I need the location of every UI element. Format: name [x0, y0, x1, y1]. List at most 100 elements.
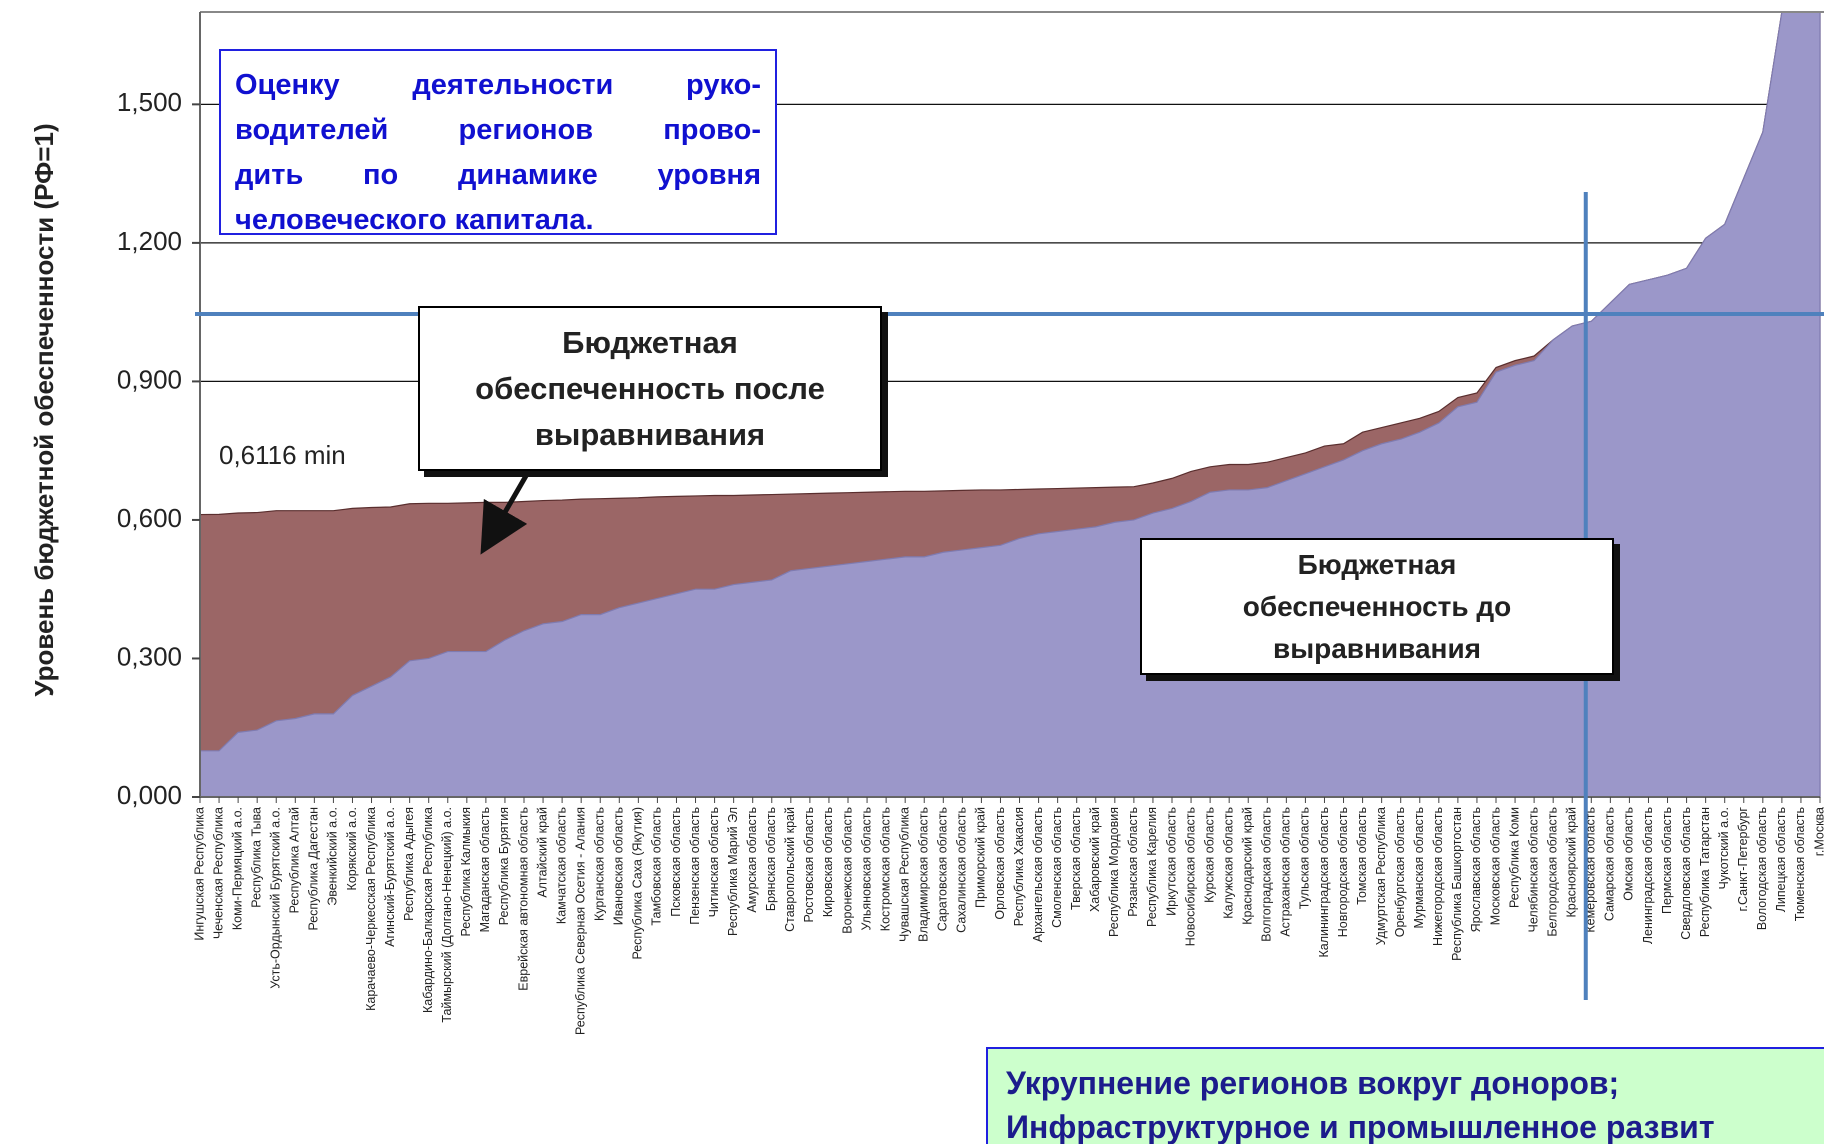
x-tick-label: Камчатская область: [554, 807, 568, 924]
note-line: Оценку деятельности руко-: [235, 69, 761, 101]
x-tick-label: г.Санкт-Петербург: [1736, 807, 1750, 912]
x-tick-label: Воронежская область: [840, 807, 854, 934]
x-tick-label: Нижегородская область: [1431, 807, 1445, 946]
y-tick-label: 0,300: [117, 641, 182, 671]
x-tick-label: Липецкая область: [1774, 807, 1788, 912]
note-line: Инфраструктурное и промышленное развит: [1006, 1109, 1715, 1144]
x-tick-label: Новосибирская область: [1183, 807, 1197, 946]
x-tick-label: Орловская область: [993, 807, 1007, 920]
x-tick-label: Чувашская Республика: [897, 807, 911, 942]
x-tick-label: Чукотский а.о.: [1717, 807, 1731, 889]
x-tick-label: Еврейская автономная область: [516, 807, 530, 991]
x-tick-label: Республика Калмыкия: [459, 807, 473, 937]
x-tick-label: Республика Бурятия: [497, 807, 511, 925]
x-tick-label: Республика Северная Осетия - Алания: [573, 807, 587, 1035]
x-tick-label: Ярославская область: [1469, 807, 1483, 932]
x-tick-label: Пермская область: [1660, 807, 1674, 914]
x-tick-label: Томская область: [1355, 807, 1369, 905]
series-name: Бюджетная обеспеченность после выравнива…: [475, 324, 825, 452]
x-tick-label: Курганская область: [593, 807, 607, 921]
x-tick-label: Республика Марий Эл: [726, 807, 740, 936]
x-tick-label: Ленинградская область: [1641, 807, 1655, 944]
note-line: Укрупнение регионов вокруг доноров;: [1006, 1065, 1620, 1101]
x-tick-label: Республика Коми: [1507, 807, 1521, 908]
x-tick-label: Чеченская Республика: [211, 807, 225, 939]
x-tick-label: Белгородская область: [1545, 807, 1559, 937]
x-tick-label: Ставропольский край: [783, 807, 797, 932]
note-line: водителей регионов прово-: [235, 114, 761, 146]
x-tick-label: Свердловская область: [1679, 807, 1693, 940]
x-tick-label: Ингушская Республика: [192, 807, 206, 941]
x-tick-label: Республика Саха (Якутия): [631, 807, 645, 960]
x-tick-label: Тюменская область: [1793, 807, 1807, 921]
min-label: 0,6116 min: [219, 440, 346, 470]
x-tick-label: Калининградская область: [1317, 807, 1331, 958]
x-tick-label: Ульяновская область: [859, 807, 873, 931]
x-tick-label: Калужская область: [1221, 807, 1235, 919]
x-tick-label: Самарская область: [1603, 807, 1617, 921]
note-line: дить по динамике уровня: [235, 159, 761, 191]
x-tick-label: Омская область: [1622, 807, 1636, 901]
x-tick-label: Саратовская область: [936, 807, 950, 931]
x-tick-label: Хабаровский край: [1088, 807, 1102, 912]
x-tick-label: Курская область: [1202, 807, 1216, 903]
y-tick-label: 1,200: [117, 226, 182, 256]
x-tick-label: Алтайский край: [535, 807, 549, 898]
overlay: 0,000 0,300 0,600 0,900 1,200 1,500 Ингушская …: [117, 11, 1824, 1035]
x-tick-label: Ростовская область: [802, 807, 816, 923]
x-tick-label: Республика Карелия: [1145, 807, 1159, 927]
x-tick-label: Московская область: [1488, 807, 1502, 925]
x-tick-label: Краснодарский край: [1241, 807, 1255, 925]
x-tick-label: Усть-Ордынский Бурятский а.о.: [269, 807, 283, 989]
x-tick-label: Таймырский (Долгано-Ненецкий) а.о.: [440, 807, 454, 1023]
x-tick-label: Коми-Пермяцкий а.о.: [230, 807, 244, 930]
y-tick-label: 0,000: [117, 780, 182, 810]
x-tick-label: Смоленская область: [1050, 807, 1064, 928]
x-tick-label: Сахалинская область: [955, 807, 969, 933]
x-tick-label: Корякский а.о.: [345, 807, 359, 890]
x-tick-label: Амурская область: [745, 807, 759, 913]
x-tick-label: Пензенская область: [688, 807, 702, 925]
x-tick-label: Тульская область: [1298, 807, 1312, 909]
x-tick-label: Костромская область: [878, 807, 892, 931]
x-tick-label: Республика Мордовия: [1107, 807, 1121, 937]
series-label-before: Бюджетная обеспеченность до выравнивания: [1140, 538, 1614, 675]
x-tick-label: Тверская область: [1069, 807, 1083, 910]
x-tick-label: Иркутская область: [1164, 807, 1178, 916]
y-tick-label: 1,500: [117, 87, 182, 117]
y-tick-label: 0,900: [117, 364, 182, 394]
note-bottom: Укрупнение регионов вокруг доноров; Инфра…: [986, 1047, 1824, 1144]
x-tick-label: Оренбургская область: [1393, 807, 1407, 937]
x-tick-label: Новгородская область: [1336, 807, 1350, 937]
x-tick-label: Псковская область: [669, 807, 683, 917]
x-tick-label: Магаданская область: [478, 807, 492, 932]
x-tick-label: Республика Башкортостан: [1450, 807, 1464, 961]
note-top: Оценку деятельности руко-водителей регио…: [219, 49, 777, 236]
x-tick-label: Республика Дагестан: [307, 807, 321, 931]
x-tick-label: Удмуртская Республика: [1374, 807, 1388, 945]
x-tick-label: Республика Хакасия: [1012, 807, 1026, 926]
x-tick-label: Тамбовская область: [650, 807, 664, 926]
x-tick-label: г.Москва: [1812, 807, 1824, 856]
x-tick-label: Вологодская область: [1755, 807, 1769, 930]
x-tick-label: Республика Тыва: [249, 807, 263, 908]
x-tick-label: Читинская область: [707, 807, 721, 917]
x-tick-label: Приморский край: [974, 807, 988, 908]
x-tick-label: Эвенкийский а.о.: [326, 807, 340, 906]
x-tick-label: Владимирская область: [917, 807, 931, 942]
series-label-after: Бюджетная обеспеченность после выравнива…: [418, 306, 882, 471]
x-tick-label: Агинский-Бурятский а.о.: [383, 807, 397, 947]
x-tick-label: Кабардино-Балкарская Республика: [421, 807, 435, 1013]
series-name: Бюджетная обеспеченность до выравнивания: [1242, 548, 1512, 664]
x-tick-label: Волгоградская область: [1260, 807, 1274, 942]
note-line: человеческого капитала.: [235, 204, 594, 236]
x-tick-label: Карачаево-Черкесская Республика: [364, 807, 378, 1011]
y-tick-label: 0,600: [117, 503, 182, 533]
x-tick-label: Челябинская область: [1526, 807, 1540, 932]
x-tick-label: Брянская область: [764, 807, 778, 911]
x-tick-label: Рязанская область: [1126, 807, 1140, 917]
x-tick-label: Кировская область: [821, 807, 835, 917]
x-tick-label: Астраханская область: [1279, 807, 1293, 937]
x-tick-label: Архангельская область: [1031, 807, 1045, 942]
